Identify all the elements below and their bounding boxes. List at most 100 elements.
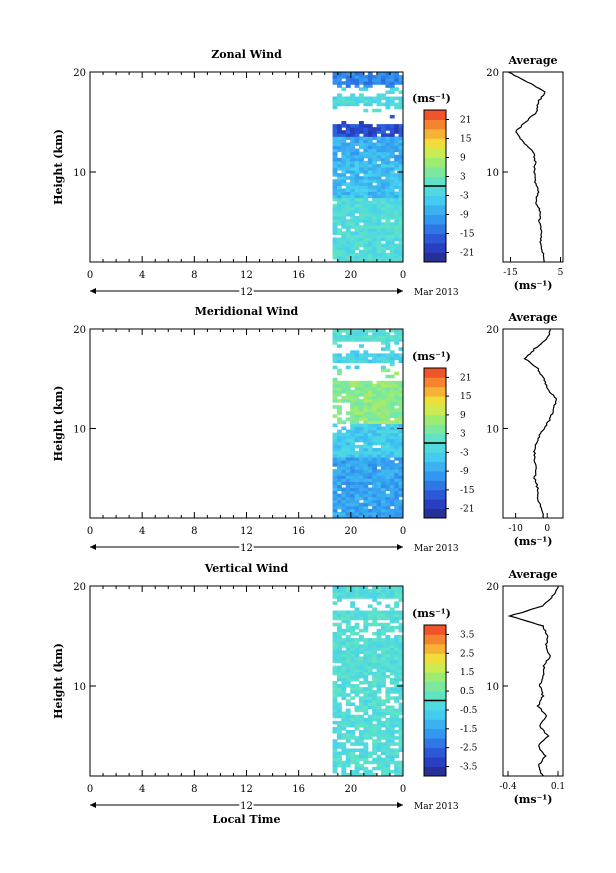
heatmap-cell <box>363 151 369 156</box>
heatmap-cell <box>350 586 356 590</box>
heatmap-cell <box>332 383 338 388</box>
heatmap-cell <box>372 677 378 682</box>
heatmap-cell <box>376 757 382 762</box>
average-y-tick-label: 20 <box>486 582 499 593</box>
heatmap-cell <box>389 469 395 473</box>
x-tick-label: 12 <box>240 526 253 537</box>
heatmap-cell <box>358 766 364 771</box>
heatmap-cell <box>380 478 386 482</box>
heatmap-cell <box>380 674 386 679</box>
colorbar-swatch <box>424 433 446 444</box>
heatmap-cell <box>332 720 338 725</box>
heatmap-cell <box>380 200 386 205</box>
heatmap-cell <box>394 249 400 254</box>
heatmap-cell <box>398 444 404 449</box>
heatmap-cell <box>341 766 347 771</box>
heatmap-cell <box>398 127 404 131</box>
heatmap-cell <box>376 490 382 495</box>
heatmap-cell <box>358 466 364 470</box>
heatmap-cell <box>358 772 364 777</box>
day-bar-arrow-left <box>90 544 96 550</box>
heatmap-cell <box>376 163 382 168</box>
heatmap-cell <box>350 124 356 128</box>
heatmap-cell <box>398 81 404 85</box>
heatmap-cell <box>398 733 404 737</box>
colorbar-tick-label: -15 <box>460 230 475 240</box>
heatmap-cell <box>341 160 347 165</box>
colorbar-swatch <box>424 471 446 481</box>
heatmap-cell <box>376 423 382 428</box>
heatmap-cell <box>345 478 351 482</box>
heatmap-cell <box>358 647 364 651</box>
heatmap-cell <box>363 730 369 734</box>
heatmap-cell <box>389 435 395 440</box>
heatmap-cell <box>380 142 386 147</box>
heatmap-cell <box>385 499 391 504</box>
heatmap-cell <box>345 677 351 682</box>
heatmap-cell <box>345 380 351 385</box>
heatmap-cell <box>389 671 395 676</box>
heatmap-cell <box>363 460 369 464</box>
heatmap-cell <box>372 148 378 153</box>
heatmap-cell <box>345 185 351 189</box>
heatmap-cell <box>389 708 395 713</box>
heatmap-cell <box>345 243 351 248</box>
heatmap-cell <box>363 653 369 657</box>
heatmap-cell <box>394 136 400 140</box>
heatmap-cell <box>354 631 360 636</box>
heatmap-cell <box>380 484 386 489</box>
colorbar-swatch <box>424 167 446 177</box>
heatmap-cell <box>389 72 395 76</box>
heatmap-cell <box>363 457 369 461</box>
heatmap-cell <box>332 457 338 461</box>
heatmap-cell <box>341 356 347 360</box>
heatmap-cell <box>380 124 386 128</box>
heatmap-cell <box>332 757 338 762</box>
heatmap-cell <box>363 733 369 737</box>
heatmap-cell <box>336 674 342 679</box>
heatmap-cell <box>398 216 404 220</box>
heatmap-cell <box>345 760 351 765</box>
heatmap-cell <box>398 389 404 394</box>
heatmap-cell <box>398 231 404 235</box>
heatmap-cell <box>358 592 364 596</box>
heatmap-cell <box>394 720 400 725</box>
day-bar-arrow-left <box>90 288 96 294</box>
heatmap-cell <box>376 185 382 189</box>
heatmap-cell <box>358 733 364 737</box>
heatmap-cell <box>354 659 360 664</box>
heatmap-cell <box>336 148 342 153</box>
heatmap-cell <box>385 402 391 406</box>
heatmap-cell <box>380 684 386 688</box>
heatmap-cell <box>363 745 369 749</box>
heatmap-cell <box>372 81 378 85</box>
heatmap-cell <box>345 234 351 238</box>
heatmap-cell <box>358 383 364 388</box>
heatmap-cell <box>376 255 382 260</box>
heatmap-cell <box>336 671 342 676</box>
heatmap-cell <box>341 736 347 740</box>
heatmap-cell <box>385 228 391 232</box>
heatmap-cell <box>367 203 373 208</box>
heatmap-cell <box>345 142 351 147</box>
heatmap-cell <box>372 176 378 180</box>
heatmap-cell <box>332 99 338 104</box>
heatmap-cell <box>372 130 378 134</box>
heatmap-cell <box>350 757 356 762</box>
heatmap-cell <box>363 447 369 452</box>
heatmap-cell <box>341 589 347 593</box>
heatmap-cell <box>341 665 347 670</box>
heatmap-cell <box>394 754 400 759</box>
heatmap-cell <box>363 222 369 226</box>
heatmap-cell <box>367 170 373 174</box>
heatmap-cell <box>367 173 373 177</box>
heatmap-cell <box>367 182 373 186</box>
colorbar-tick-label: -2.5 <box>460 744 478 754</box>
heatmap-cell <box>367 258 373 263</box>
heatmap-cell <box>354 160 360 165</box>
heatmap-cell <box>389 484 395 489</box>
heatmap-cell <box>372 438 378 443</box>
heatmap-cell <box>398 635 404 639</box>
heatmap-cell <box>345 508 351 513</box>
